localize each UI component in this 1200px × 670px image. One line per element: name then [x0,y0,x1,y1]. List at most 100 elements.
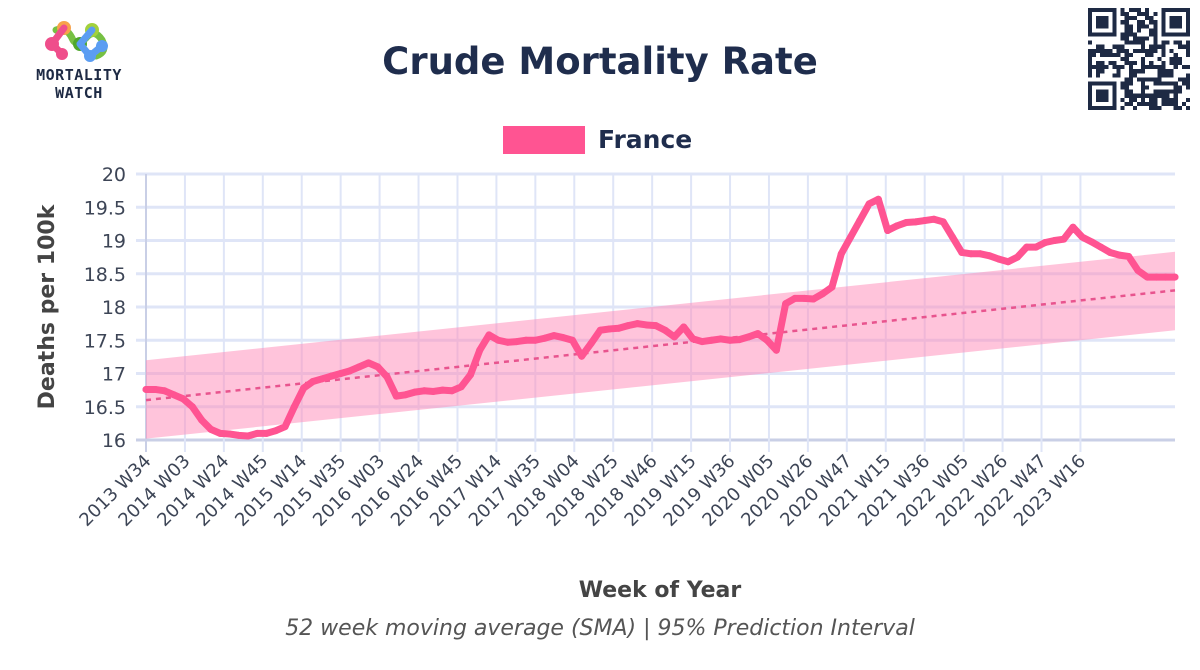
data-point [754,330,762,338]
data-point [374,363,382,371]
qr-module [1136,69,1142,74]
qr-module [1141,61,1146,66]
qr-module [1136,28,1142,33]
data-point [420,387,428,395]
qr-module [1104,48,1109,53]
qr-module [1145,16,1150,21]
data-point [939,218,947,226]
qr-module [1173,93,1178,98]
qr-module [1173,89,1178,94]
y-tick-label: 17 [102,364,126,386]
qr-module [1128,24,1133,29]
qr-module [1141,12,1146,17]
qr-module [1141,85,1146,90]
qr-module [1149,77,1154,82]
qr-module [1132,48,1137,53]
data-point [1134,266,1142,274]
qr-module [1177,105,1182,110]
qr-module [1141,93,1146,98]
qr-module [1141,20,1146,25]
qr-module [1120,20,1125,25]
data-point [670,333,678,341]
qr-module [1141,65,1146,70]
data-point [791,294,799,302]
data-point [383,373,391,381]
data-point [856,217,864,225]
qr-module [1104,52,1109,57]
qr-module [1136,48,1142,53]
qr-module [1145,48,1150,53]
qr-module [1157,65,1162,70]
qr-module [1149,48,1154,53]
data-point [726,336,734,344]
y-tick-label: 16 [102,430,126,452]
qr-module [1173,56,1178,62]
qr-module [1173,40,1178,45]
data-point [300,384,308,392]
qr-module [1120,81,1125,86]
qr-module [1157,77,1162,82]
qr-module [1169,69,1174,74]
data-point [272,427,280,435]
qr-module [1120,32,1125,37]
data-point [1162,273,1170,281]
data-point [327,372,335,380]
qr-finder-core [1169,16,1182,29]
data-point [309,377,317,385]
data-point [578,352,586,360]
data-point [392,392,400,400]
qr-module [1157,44,1162,49]
qr-module [1177,89,1182,94]
data-point [411,388,419,396]
data-point [476,346,484,354]
qr-module [1145,36,1150,41]
qr-module [1132,97,1137,102]
qr-module [1128,61,1133,66]
qr-module [1157,93,1162,98]
qr-module [1181,81,1186,86]
data-point [976,250,984,258]
qr-module [1120,12,1125,17]
qr-module [1149,61,1154,66]
data-point [1023,243,1031,251]
qr-module [1169,101,1174,106]
data-point [457,383,465,391]
qr-module [1136,20,1142,25]
qr-module [1088,69,1093,74]
qr-module [1088,73,1093,78]
qr-module [1185,48,1190,53]
qr-module [1169,97,1174,102]
data-point [1050,237,1058,244]
qr-module [1124,101,1129,106]
data-point [522,336,530,344]
data-point [596,326,604,334]
qr-module [1132,36,1137,41]
qr-module [1128,69,1133,74]
qr-module [1128,89,1133,94]
qr-module [1149,28,1154,33]
qr-module [1136,40,1142,45]
qr-module [1136,77,1142,82]
qr-module [1181,77,1186,82]
qr-module [1149,65,1154,70]
qr-module [1145,85,1150,90]
legend[interactable]: France [503,125,692,154]
data-point [1097,243,1105,251]
qr-module [1120,105,1125,110]
qr-code-icon[interactable] [1088,8,1190,110]
legend-label-france: France [598,125,693,154]
qr-module [1181,44,1186,49]
data-point [1115,251,1123,259]
qr-module [1165,89,1170,94]
qr-module [1141,69,1146,74]
y-tick-label: 18 [102,297,126,319]
logo-line2: WATCH [55,84,103,102]
qr-module [1173,101,1178,106]
qr-module [1149,32,1154,37]
qr-module [1088,48,1093,53]
qr-module [1153,32,1158,37]
qr-module [1124,32,1129,37]
data-point [263,429,271,437]
qr-module [1120,48,1125,53]
qr-module [1153,24,1158,29]
